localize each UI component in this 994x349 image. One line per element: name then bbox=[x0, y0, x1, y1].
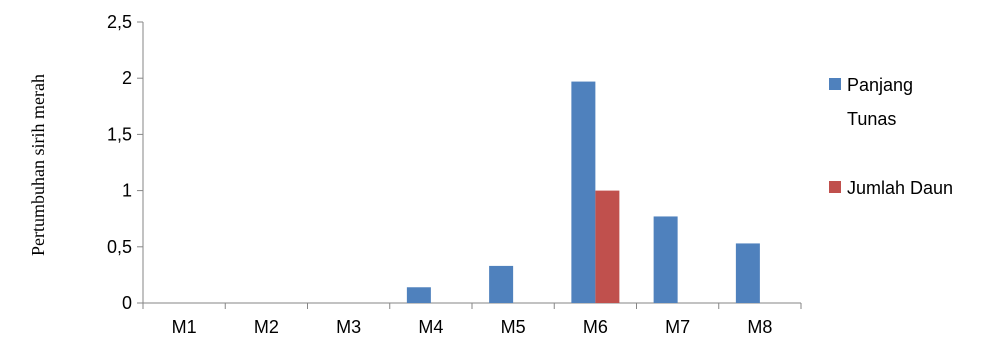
x-tick-label: M8 bbox=[747, 317, 772, 337]
x-tick-label: M7 bbox=[665, 317, 690, 337]
legend: Panjang Tunas Jumlah Daun bbox=[829, 75, 953, 198]
bar-panjang-tunas-m8 bbox=[735, 243, 760, 303]
legend-label: Panjang bbox=[847, 75, 913, 95]
bar-panjang-tunas-m4 bbox=[406, 287, 431, 303]
x-tick-label: M1 bbox=[172, 317, 197, 337]
y-tick-label: 1 bbox=[122, 181, 132, 201]
bars bbox=[406, 81, 760, 304]
legend-swatch bbox=[829, 78, 841, 90]
x-tick-label: M4 bbox=[418, 317, 443, 337]
bar-panjang-tunas-m7 bbox=[653, 216, 678, 303]
bar-panjang-tunas-m5 bbox=[489, 265, 514, 303]
y-tick-label: 0 bbox=[122, 293, 132, 313]
x-tick-label: M2 bbox=[254, 317, 279, 337]
axes bbox=[137, 21, 802, 309]
legend-label: Tunas bbox=[847, 109, 896, 129]
tick-labels: 0 0,5 1 1,5 2 2,5 M1 M2 M3 M4 M5 M6 M7 M8 bbox=[107, 12, 772, 337]
y-tick-label: 0,5 bbox=[107, 237, 132, 257]
y-axis-label: Pertumbuhan sirih merah bbox=[28, 74, 48, 256]
x-tick-label: M3 bbox=[336, 317, 361, 337]
bar-panjang-tunas-m6 bbox=[571, 81, 596, 304]
y-tick-label: 2 bbox=[122, 68, 132, 88]
y-tick-label: 1,5 bbox=[107, 124, 132, 144]
x-tick-label: M5 bbox=[501, 317, 526, 337]
bar-jumlah-daun-m6 bbox=[595, 190, 620, 303]
y-tick-label: 2,5 bbox=[107, 12, 132, 32]
legend-label: Jumlah Daun bbox=[847, 178, 953, 198]
legend-swatch bbox=[829, 181, 841, 193]
x-tick-label: M6 bbox=[583, 317, 608, 337]
